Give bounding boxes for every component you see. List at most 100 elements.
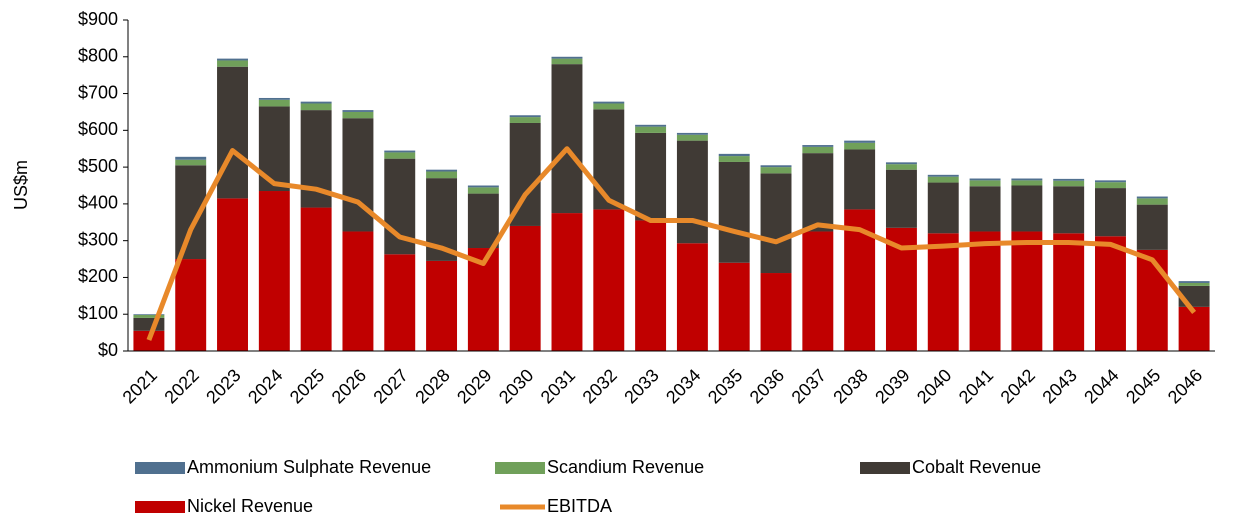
bar-segment [635,220,667,351]
bar-segment [593,209,625,351]
x-tick-label: 2038 [829,365,871,407]
bar-segment [1011,185,1043,232]
bar-segment [844,149,876,210]
bar-segment [1095,188,1126,237]
bar-segment [342,111,374,119]
legend-label: Ammonium Sulphate Revenue [187,457,431,477]
bar-segment [1095,182,1126,189]
bar-segment [635,132,667,221]
y-axis-label: US$m [11,160,31,210]
bar-segment [175,259,207,351]
bar-segment [258,99,290,107]
bar-segment [551,64,583,214]
bar-segment [551,58,583,65]
bar-segment [885,169,917,228]
bar-segment [802,145,834,147]
bar-segment [1095,236,1126,351]
bar-segment [551,56,583,59]
bar-segment [133,314,165,315]
x-tick-label: 2042 [997,365,1039,407]
bar-segment [927,233,959,351]
bar-segment [635,124,667,127]
x-tick-label: 2027 [369,365,411,407]
x-tick-label: 2031 [537,365,579,407]
x-tick-label: 2034 [662,365,704,407]
bar-segment [760,273,792,351]
x-tick-label: 2030 [495,365,537,407]
bar-segment [1136,249,1168,351]
bar-segment [1136,198,1168,205]
x-tick-label: 2035 [704,365,746,407]
bar-segment [676,134,708,141]
legend-label: Nickel Revenue [187,496,313,516]
x-tick-label: 2040 [913,365,955,407]
bar-segment [718,161,750,263]
bar-segment [969,180,1001,187]
bar-segment [217,198,248,351]
x-tick-label: 2044 [1080,365,1122,407]
bar-segment [1136,196,1168,199]
y-tick-label: $900 [78,9,118,29]
legend-label: Cobalt Revenue [912,457,1041,477]
bar-segment [217,60,248,67]
y-tick-label: $800 [78,46,118,66]
bar-segment [384,254,416,351]
bar-segment [635,126,667,133]
bar-segment [1053,233,1085,351]
bar-segment [1095,180,1126,183]
bar-segment [718,156,750,162]
y-tick-label: $100 [78,303,118,323]
bar-segment [927,174,959,177]
x-tick-label: 2043 [1038,365,1080,407]
bar-segment [217,66,248,199]
bar-segment [969,231,1001,351]
y-tick-label: $400 [78,193,118,213]
y-tick-label: $700 [78,82,118,102]
bar-segment [1178,281,1210,283]
bar-segment [927,176,959,183]
line-series [146,146,1197,341]
bar-segment [300,207,332,351]
bar-segment [342,118,374,232]
y-tick-label: $300 [78,229,118,249]
bar-segment [593,101,625,104]
y-tick-label: $200 [78,266,118,286]
bar-segment [133,314,165,318]
legend-swatch [135,462,185,474]
bar-segment [802,231,834,351]
bar-segment [300,101,332,104]
bar-segment [760,165,792,168]
bar-segment [760,167,792,174]
legend-swatch [860,462,910,474]
bar-segment [885,164,917,170]
bar-segment [718,153,750,157]
y-tick-label: $0 [98,340,118,360]
bar-segment [217,58,248,61]
bar-segment [1011,180,1043,186]
y-tick-label: $600 [78,119,118,139]
x-tick-label: 2036 [746,365,788,407]
bar-segment [342,231,374,351]
bar-segment [676,140,708,244]
y-tick-label: $500 [78,156,118,176]
x-tick-label: 2023 [202,365,244,407]
bar-segment [175,156,207,160]
bar-segment [551,213,583,351]
x-tick-label: 2026 [328,365,370,407]
bar-segment [509,115,541,118]
x-tick-label: 2046 [1164,365,1206,407]
x-tick-label: 2037 [788,365,830,407]
bar-segment [1011,231,1043,351]
x-tick-label: 2025 [286,365,328,407]
bar-segment [927,182,959,234]
bar-segment [133,330,165,351]
bar-segment [426,171,458,179]
bar-segment [969,178,1001,181]
bar-segment [718,262,750,351]
bar-segment [1011,178,1043,181]
x-tick-label: 2028 [411,365,453,407]
bar-segment [969,186,1001,232]
x-tick-label: 2033 [620,365,662,407]
bar-segment [885,162,917,165]
legend-label: Scandium Revenue [547,457,704,477]
